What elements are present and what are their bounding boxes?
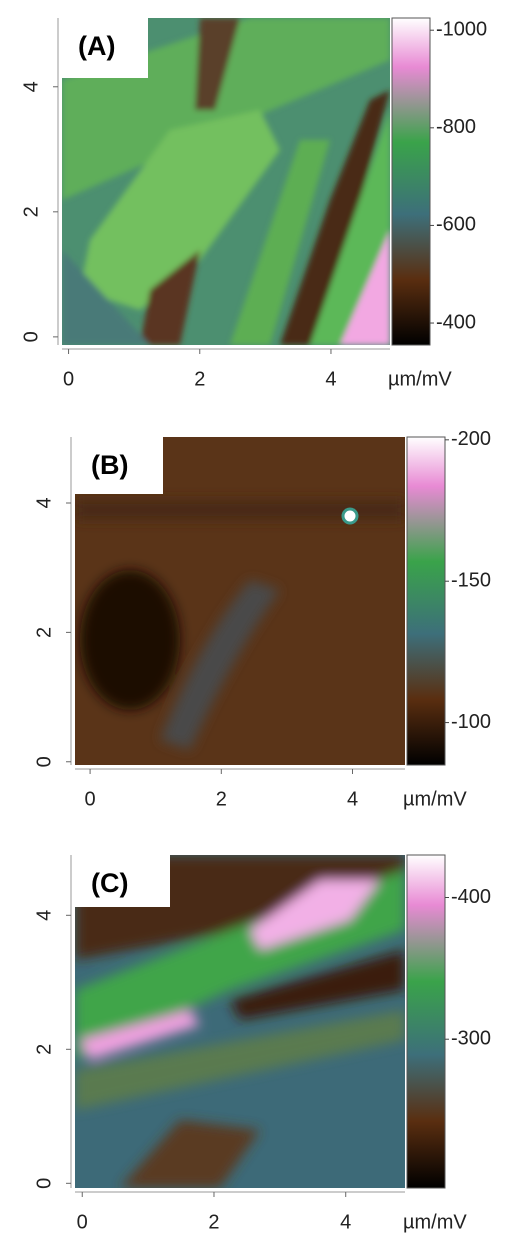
x-tick-label: 2 [216,788,227,810]
x-tick-label: 0 [63,368,74,390]
colorbar [391,17,431,346]
x-tick-label: 4 [340,1211,351,1233]
x-tick-label: 0 [85,788,96,810]
panel-title: (B) [91,450,128,480]
y-tick-label: 2 [20,206,42,217]
panel-title: (A) [78,31,115,61]
x-tick-label: 4 [325,368,336,390]
x-tick-label: 4 [347,788,358,810]
colorbar-tick-label: -1000 [436,18,487,40]
label-backdrop [75,855,170,907]
colorbar-tick-label: -400 [451,886,491,908]
panel-title: (C) [91,868,128,898]
x-axis-label: µm/mV [403,788,467,810]
colorbar [406,436,446,766]
label-backdrop [62,18,148,78]
x-tick-label: 2 [194,368,205,390]
colorbar [406,854,446,1189]
y-tick-label: 4 [33,910,55,921]
y-tick-label: 0 [33,756,55,767]
heatmap-image [62,18,390,345]
colorbar-tick-label: -400 [436,311,476,333]
colorbar-tick-label: -300 [451,1027,491,1049]
colorbar-tick-label: -600 [436,214,476,236]
x-axis-label: µm/mV [403,1211,467,1233]
heatmap-image [75,437,405,765]
y-tick-label: 0 [20,331,42,342]
y-tick-label: 4 [20,81,42,92]
colorbar-tick-label: -150 [451,569,491,591]
colorbar-tick-label: -100 [451,711,491,733]
colorbar-tick-label: -200 [451,428,491,450]
y-tick-label: 2 [33,627,55,638]
colorbar-tick-label: -800 [436,116,476,138]
y-tick-label: 2 [33,1044,55,1055]
x-tick-label: 0 [77,1211,88,1233]
heatmap-image [75,855,405,1188]
y-tick-label: 4 [33,497,55,508]
x-axis-label: µm/mV [388,368,452,390]
label-backdrop [75,437,163,494]
y-tick-label: 0 [33,1178,55,1189]
x-tick-label: 2 [208,1211,219,1233]
